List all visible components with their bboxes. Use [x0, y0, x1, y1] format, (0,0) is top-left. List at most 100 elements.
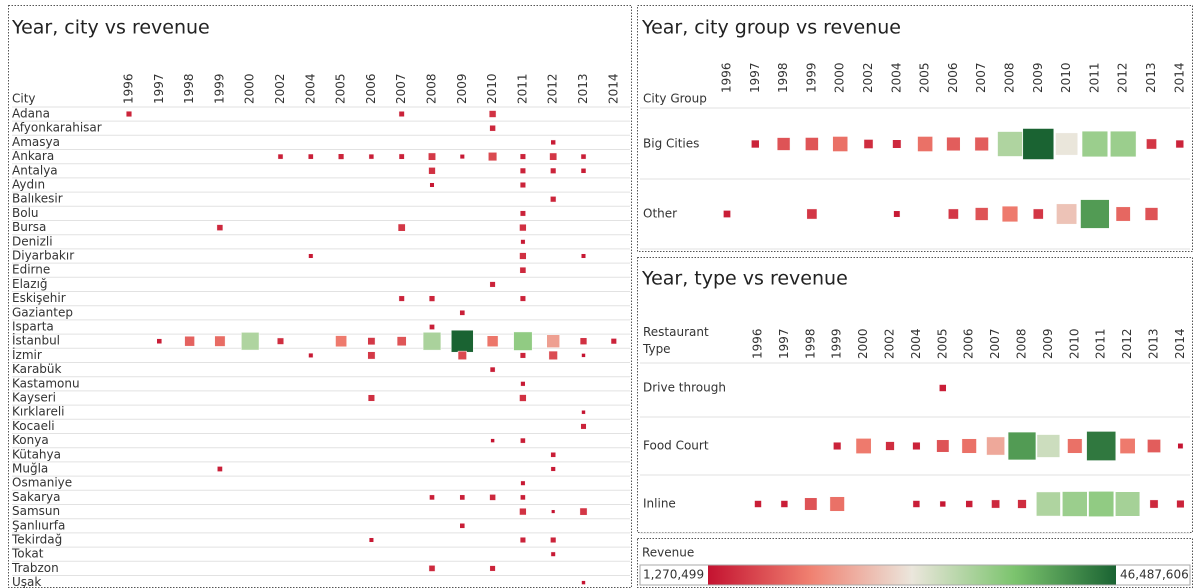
revenue-mark — [520, 437, 526, 444]
revenue-mark — [581, 409, 586, 415]
revenue-mark — [1176, 499, 1185, 509]
revenue-mark — [1036, 434, 1061, 458]
revenue-mark — [519, 153, 526, 160]
column-label: 2012 — [1116, 62, 1130, 93]
row-label: Food Court — [643, 439, 709, 453]
revenue-mark — [991, 499, 1000, 509]
revenue-mark — [580, 423, 587, 430]
revenue-mark — [397, 223, 406, 232]
revenue-mark — [961, 438, 977, 454]
row-label: Bolu — [12, 206, 39, 220]
row-label: Antalya — [12, 163, 58, 177]
revenue-mark — [912, 500, 921, 508]
revenue-mark — [422, 332, 442, 351]
revenue-mark — [519, 167, 526, 174]
row-label: Big Cities — [643, 137, 699, 151]
revenue-mark — [1149, 499, 1159, 509]
row-header: City — [12, 92, 36, 106]
column-label: 2013 — [1144, 62, 1158, 93]
revenue-mark — [307, 153, 314, 160]
column-label: 2010 — [1067, 328, 1081, 359]
revenue-mark — [398, 111, 405, 117]
row-label: Tokat — [11, 547, 44, 561]
row-label: Other — [643, 207, 677, 221]
revenue-mark — [368, 153, 375, 160]
column-label: 1996 — [720, 62, 734, 93]
revenue-mark — [459, 309, 466, 316]
revenue-mark — [488, 152, 498, 162]
row-label: Gaziantep — [12, 305, 73, 319]
column-label: 1998 — [182, 73, 196, 104]
revenue-mark — [892, 139, 902, 149]
row-label: Muğla — [12, 462, 48, 476]
revenue-mark — [1007, 431, 1037, 461]
column-label: 2013 — [576, 73, 590, 104]
revenue-mark — [579, 507, 588, 516]
revenue-mark — [217, 466, 223, 472]
column-label: 2009 — [1041, 328, 1055, 359]
revenue-mark — [429, 324, 435, 330]
column-label: 1998 — [776, 62, 790, 93]
revenue-mark — [398, 295, 405, 302]
column-label: 2011 — [1087, 62, 1101, 93]
revenue-mark — [520, 480, 526, 486]
revenue-mark — [519, 223, 527, 232]
panel — [8, 5, 632, 588]
revenue-mark — [398, 153, 405, 160]
revenue-mark — [1110, 130, 1137, 158]
column-label: 1999 — [830, 328, 844, 359]
legend-title: Revenue — [642, 546, 694, 560]
column-label: 2000 — [243, 73, 257, 104]
revenue-mark — [338, 153, 345, 160]
revenue-mark — [486, 335, 499, 347]
panel — [637, 538, 1193, 588]
column-label: 2007 — [974, 62, 988, 93]
column-label: 1997 — [777, 328, 791, 359]
column-label: 2013 — [1147, 328, 1161, 359]
revenue-mark — [428, 152, 436, 161]
revenue-mark — [367, 394, 375, 402]
revenue-mark — [457, 350, 467, 360]
revenue-mark — [550, 196, 557, 203]
revenue-mark — [519, 252, 527, 260]
revenue-mark — [912, 441, 921, 451]
revenue-mark — [1056, 203, 1078, 225]
column-label: 2000 — [833, 62, 847, 93]
revenue-mark — [550, 167, 557, 174]
revenue-mark — [548, 350, 558, 360]
revenue-mark — [1086, 431, 1117, 461]
row-label: Kayseri — [12, 391, 56, 405]
revenue-mark — [1001, 205, 1019, 223]
column-label: 1996 — [122, 73, 136, 104]
column-label: 2010 — [485, 73, 499, 104]
column-label: 2014 — [606, 73, 620, 104]
legend-min: 1,270,499 — [643, 568, 704, 582]
row-label: Denizli — [12, 234, 53, 248]
column-label: 2007 — [394, 73, 408, 104]
revenue-mark — [429, 182, 435, 188]
revenue-mark — [776, 137, 791, 151]
revenue-mark — [754, 500, 762, 508]
revenue-mark — [1119, 438, 1136, 454]
revenue-mark — [550, 139, 556, 146]
revenue-mark — [519, 536, 526, 544]
revenue-mark — [546, 334, 560, 348]
chart-title: Year, city group vs revenue — [641, 17, 901, 39]
revenue-mark — [519, 266, 527, 274]
revenue-mark — [459, 494, 466, 501]
column-label: 2005 — [935, 328, 949, 359]
revenue-mark — [520, 239, 526, 245]
column-label: 2004 — [303, 73, 317, 104]
revenue-mark — [550, 451, 557, 458]
revenue-mark — [1175, 139, 1184, 149]
revenue-mark — [550, 551, 556, 557]
revenue-mark — [519, 507, 527, 516]
revenue-mark — [549, 152, 558, 161]
revenue-mark — [1147, 439, 1161, 453]
revenue-mark — [1115, 491, 1141, 517]
panel — [637, 5, 1193, 252]
revenue-mark — [367, 351, 376, 360]
revenue-mark — [1062, 491, 1088, 517]
revenue-mark — [428, 295, 436, 302]
revenue-mark — [1017, 499, 1027, 509]
